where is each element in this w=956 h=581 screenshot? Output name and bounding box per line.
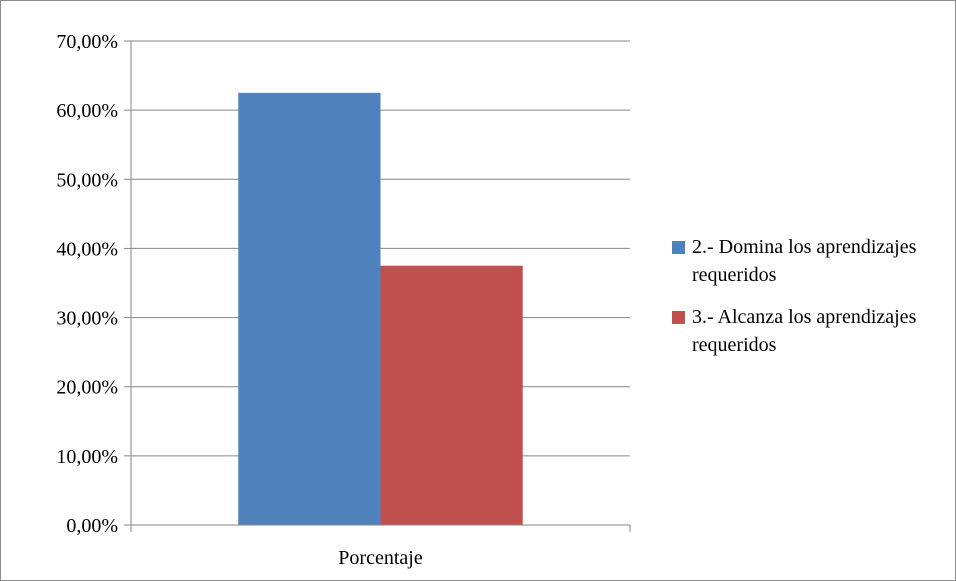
y-tick-label-6: 60,00% — [56, 100, 118, 122]
y-tick-label-4: 40,00% — [56, 238, 118, 260]
y-tick-label-5: 50,00% — [56, 169, 118, 191]
legend: 2.- Domina los aprendizajes requeridos 3… — [668, 233, 953, 373]
y-tick-label-7: 70,00% — [56, 31, 118, 53]
legend-swatch-domina — [672, 241, 685, 254]
legend-swatch-alcanza — [672, 311, 685, 324]
y-tick-label-0: 0,00% — [66, 515, 118, 537]
y-tick-label-3: 30,00% — [56, 308, 118, 330]
legend-item-alcanza: 3.- Alcanza los aprendizajes requeridos — [668, 303, 953, 359]
y-tick-label-2: 20,00% — [56, 377, 118, 399]
legend-item-domina: 2.- Domina los aprendizajes requeridos — [668, 233, 953, 289]
x-tick-label-0: Porcentaje — [338, 547, 423, 569]
y-tick-label-1: 10,00% — [56, 446, 118, 468]
legend-label-domina: 2.- Domina los aprendizajes requeridos — [692, 236, 917, 286]
bar-alcanza — [380, 265, 523, 525]
legend-label-alcanza: 3.- Alcanza los aprendizajes requeridos — [692, 306, 917, 356]
bar-domina — [238, 92, 381, 525]
